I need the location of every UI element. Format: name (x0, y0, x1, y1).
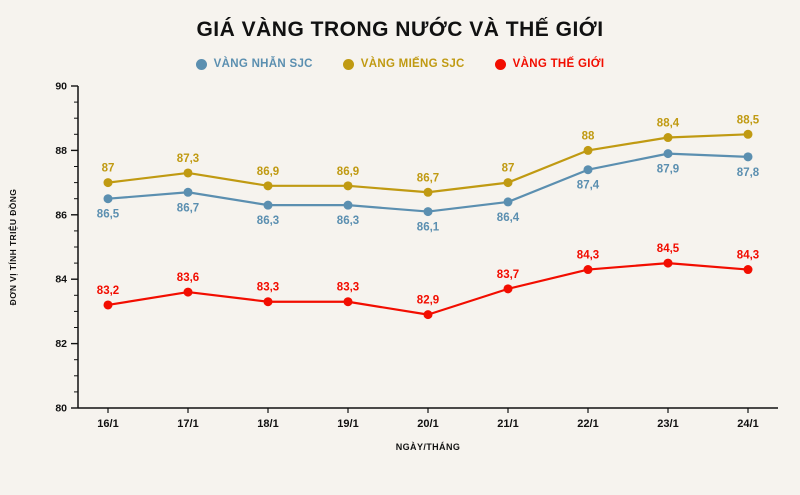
legend-item-vang-mieng-sjc: VÀNG MIẾNG SJC (342, 58, 465, 70)
svg-text:18/1: 18/1 (257, 418, 278, 430)
svg-text:86,7: 86,7 (417, 172, 439, 184)
svg-text:86,4: 86,4 (497, 212, 520, 224)
svg-text:86,1: 86,1 (417, 222, 440, 234)
svg-text:88,5: 88,5 (737, 114, 760, 126)
svg-text:NGÀY/THÁNG: NGÀY/THÁNG (396, 442, 461, 452)
legend-item-vang-the-gioi: VÀNG THẾ GIỚI (494, 58, 605, 70)
svg-text:83,3: 83,3 (257, 282, 279, 294)
svg-text:84,3: 84,3 (737, 250, 759, 262)
svg-text:86,3: 86,3 (337, 215, 359, 227)
svg-text:87,3: 87,3 (177, 153, 199, 165)
chart-area: 80 82 84 86 88 90 16/1 17/1 18/1 19/1 20/1 21/1 22/1… (0, 74, 800, 495)
svg-text:88,4: 88,4 (657, 118, 680, 130)
svg-text:86,9: 86,9 (257, 166, 279, 178)
svg-text:83,2: 83,2 (97, 285, 119, 297)
svg-text:87: 87 (102, 163, 115, 175)
legend-label: VÀNG THẾ GIỚI (512, 58, 605, 70)
svg-text:87,9: 87,9 (657, 164, 679, 176)
svg-text:83,3: 83,3 (337, 282, 359, 294)
svg-text:19/1: 19/1 (337, 418, 358, 430)
svg-text:24/1: 24/1 (737, 418, 758, 430)
svg-text:17/1: 17/1 (177, 418, 198, 430)
svg-text:82,9: 82,9 (417, 295, 439, 307)
svg-text:84,3: 84,3 (577, 250, 599, 262)
legend-dot-red-icon (494, 58, 506, 70)
svg-text:87,8: 87,8 (737, 167, 760, 179)
svg-text:87: 87 (502, 163, 515, 175)
svg-text:ĐƠN VỊ TÍNH TRIỆU ĐỒNG: ĐƠN VỊ TÍNH TRIỆU ĐỒNG (7, 189, 18, 306)
svg-text:86,3: 86,3 (257, 215, 279, 227)
svg-text:84: 84 (55, 274, 67, 286)
svg-text:84,5: 84,5 (657, 243, 680, 255)
svg-text:20/1: 20/1 (417, 418, 438, 430)
svg-text:90: 90 (55, 81, 67, 93)
svg-text:88: 88 (55, 145, 67, 157)
svg-text:88: 88 (582, 130, 595, 142)
svg-text:87,4: 87,4 (577, 180, 600, 192)
svg-text:86,9: 86,9 (337, 166, 359, 178)
line-chart-svg: 80 82 84 86 88 90 16/1 17/1 18/1 19/1 20/1 21/1 22/1… (7, 81, 778, 452)
svg-text:16/1: 16/1 (97, 418, 118, 430)
svg-text:83,6: 83,6 (177, 272, 199, 284)
svg-text:83,7: 83,7 (497, 269, 519, 281)
svg-text:86,7: 86,7 (177, 202, 199, 214)
chart-header: GIÁ VÀNG TRONG NƯỚC VÀ THẾ GIỚI VÀNG NHẪ… (0, 0, 800, 74)
svg-text:82: 82 (55, 338, 67, 350)
legend-label: VÀNG NHẪN SJC (213, 58, 313, 70)
chart-legend: VÀNG NHẪN SJC VÀNG MIẾNG SJC VÀNG THẾ GI… (0, 58, 800, 70)
legend-dot-blue-icon (195, 58, 207, 70)
svg-text:23/1: 23/1 (657, 418, 678, 430)
chart-title: GIÁ VÀNG TRONG NƯỚC VÀ THẾ GIỚI (196, 18, 604, 41)
svg-text:86: 86 (55, 209, 67, 221)
svg-text:86,5: 86,5 (97, 209, 120, 221)
svg-text:22/1: 22/1 (577, 418, 598, 430)
legend-label: VÀNG MIẾNG SJC (360, 58, 465, 70)
legend-item-vang-nhan-sjc: VÀNG NHẪN SJC (195, 58, 313, 70)
svg-text:80: 80 (55, 403, 67, 415)
svg-text:21/1: 21/1 (497, 418, 518, 430)
legend-dot-gold-icon (342, 58, 354, 70)
